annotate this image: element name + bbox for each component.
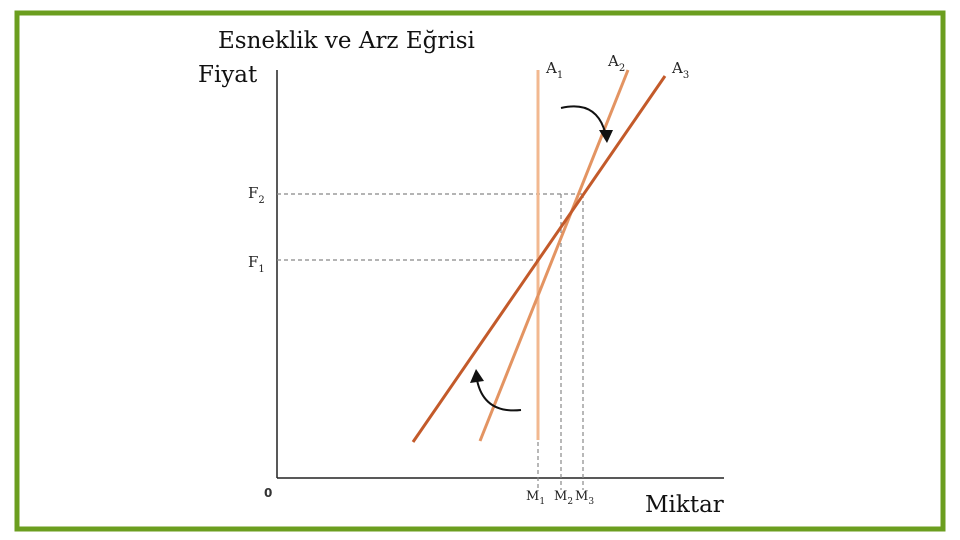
labels: A1 A2 A3 F1 F2 M1 M2 M3 xyxy=(248,52,689,507)
label-sub: 1 xyxy=(557,70,563,81)
curve-a2 xyxy=(478,69,630,442)
label-sub: 2 xyxy=(619,63,625,74)
label-sub: 1 xyxy=(258,264,264,275)
label-sub: 1 xyxy=(539,497,545,507)
arrowhead-bottom xyxy=(470,369,484,383)
title: Esneklik ve Arz Eğrisi xyxy=(218,28,475,54)
price-label: F2 xyxy=(248,184,265,206)
curve-label: A2 xyxy=(607,52,625,74)
curve-label: A3 xyxy=(671,59,689,81)
quantity-label: M3 xyxy=(575,489,594,507)
label-sub: 3 xyxy=(588,497,594,507)
label-letter: F xyxy=(248,184,258,202)
quantity-label: M1 xyxy=(526,489,545,507)
curve-label: A1 xyxy=(545,59,563,81)
label-letter: A xyxy=(671,59,683,77)
y-axis-label: Fiyat xyxy=(198,62,258,88)
label-sub: 3 xyxy=(683,70,689,81)
arrowhead-top xyxy=(599,130,613,143)
label-letter: M xyxy=(575,489,588,504)
label-letter: A xyxy=(607,52,619,70)
curve-a3 xyxy=(411,75,667,443)
frame xyxy=(14,10,946,532)
label-letter: M xyxy=(554,489,567,504)
x-axis-label: Miktar xyxy=(645,492,724,518)
label-sub: 2 xyxy=(567,497,573,507)
label-letter: A xyxy=(545,59,557,77)
label-letter: M xyxy=(526,489,539,504)
label-sub: 2 xyxy=(258,195,264,206)
rotation-arrow-bottom xyxy=(476,379,522,412)
origin-label: 0 xyxy=(264,486,272,500)
quantity-label: M2 xyxy=(554,489,573,507)
rotation-arrow-top xyxy=(560,105,606,133)
price-label: F1 xyxy=(248,253,265,275)
label-letter: F xyxy=(248,253,258,271)
